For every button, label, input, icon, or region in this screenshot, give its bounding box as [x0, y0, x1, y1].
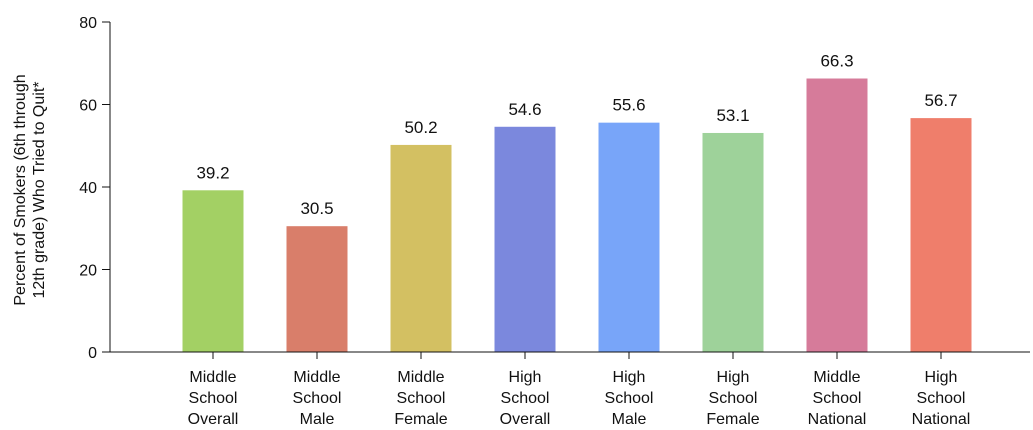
bar	[910, 118, 972, 352]
x-category-label-line: Overall	[500, 411, 551, 428]
x-category-label-line: High	[925, 369, 958, 386]
y-tick-label: 80	[79, 15, 97, 32]
x-category-label: High School Male	[605, 369, 654, 428]
y-axis-title: Percent of Smokers (6th through 12th gra…	[12, 74, 48, 305]
x-category-label-line: Male	[300, 411, 335, 428]
bar-value-label: 66.3	[820, 52, 853, 71]
y-axis-title-line-1: Percent of Smokers (6th through	[12, 74, 29, 305]
bar-value-label: 54.6	[508, 100, 541, 119]
x-category-label: Middle School National	[808, 369, 867, 428]
x-category-label-line: School	[293, 390, 342, 407]
x-category-label-line: School	[709, 390, 758, 407]
x-category-label-line: Female	[706, 411, 759, 428]
x-category-label: Middle School Overall	[188, 369, 239, 428]
y-axis-title-line-2: 12th grade) Who Tried to Quit*	[31, 82, 48, 299]
x-category-label-line: School	[813, 390, 862, 407]
x-category-label-line: High	[509, 369, 542, 386]
bar-value-label: 55.6	[612, 96, 645, 115]
x-category-label-line: Middle	[293, 369, 340, 386]
bar-value-label: 56.7	[924, 91, 957, 110]
x-axis: MiddleSchoolOverallMiddleSchoolMaleMiddl…	[110, 351, 1030, 428]
x-category-label-line: High	[613, 369, 646, 386]
x-category-label-line: Middle	[189, 369, 236, 386]
y-tick-label: 20	[79, 263, 97, 280]
y-tick-label: 60	[79, 98, 97, 115]
x-category-label: High School Overall	[500, 369, 551, 428]
x-category-label-line: Male	[612, 411, 647, 428]
x-category-label-line: School	[917, 390, 966, 407]
bar	[806, 78, 868, 352]
x-category-label-line: Overall	[188, 411, 239, 428]
x-category-label-line: National	[912, 411, 971, 428]
x-category-label: High School Female	[706, 369, 759, 428]
x-category-label-line: Female	[394, 411, 447, 428]
x-category-label-line: Middle	[397, 369, 444, 386]
bar	[390, 144, 452, 352]
x-category-label-line: School	[397, 390, 446, 407]
bar	[286, 226, 348, 352]
bar	[494, 126, 556, 353]
x-category-label: High School National	[912, 369, 971, 428]
bar	[598, 122, 660, 353]
y-axis: 0 20 40 60 80	[79, 15, 111, 362]
bars-group: 39.2 30.5 50.2 54.6 55.6 53.1 66.3 56.7	[182, 52, 972, 353]
bar	[182, 190, 244, 352]
y-tick-label: 0	[88, 345, 97, 362]
x-category-label-line: School	[189, 390, 238, 407]
x-category-label-line: School	[501, 390, 550, 407]
x-category-label-line: National	[808, 411, 867, 428]
bar	[702, 132, 764, 352]
x-category-label-line: High	[717, 369, 750, 386]
x-category-label-line: Middle	[813, 369, 860, 386]
x-category-label: Middle School Male	[293, 369, 342, 428]
bar-value-label: 50.2	[404, 118, 437, 137]
bar-value-label: 53.1	[716, 106, 749, 125]
x-category-label-line: School	[605, 390, 654, 407]
bar-value-label: 30.5	[300, 199, 333, 218]
y-tick-label: 40	[79, 180, 97, 197]
bar-value-label: 39.2	[196, 163, 229, 182]
x-category-label: Middle School Female	[394, 369, 447, 428]
